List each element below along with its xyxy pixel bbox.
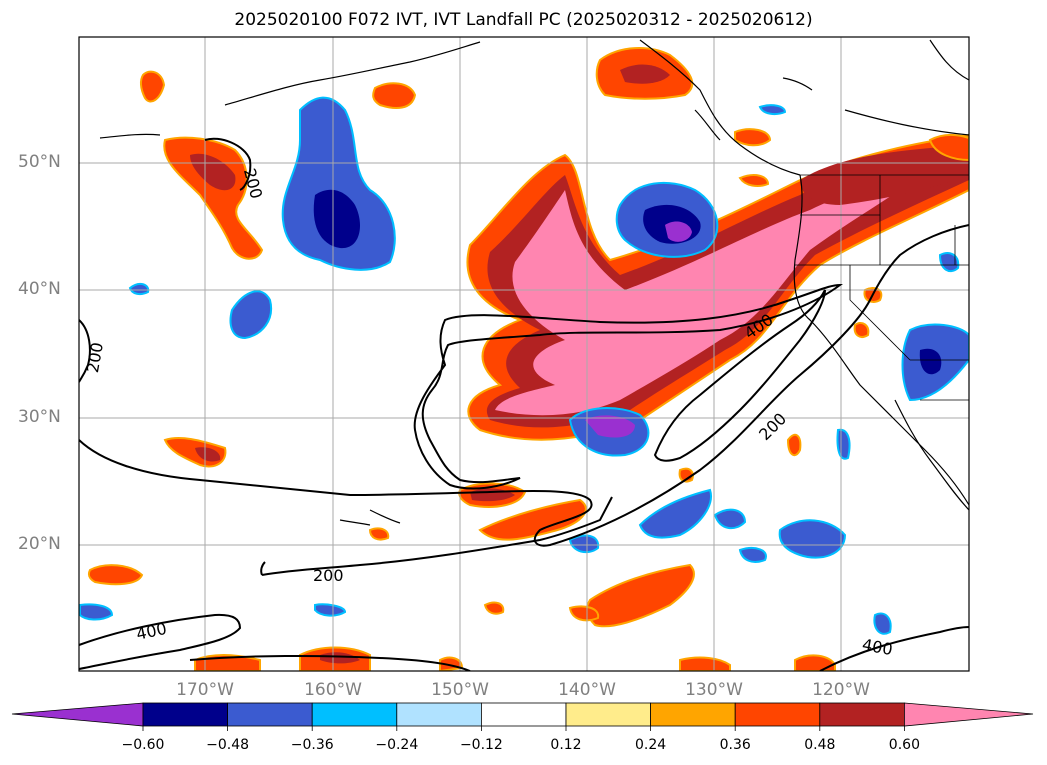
lat-label: 50°N [18, 152, 61, 172]
colorbar-segment [227, 702, 313, 727]
colorbar-tick-label: 0.12 [550, 737, 582, 753]
negative-blob-nw-outer [281, 96, 396, 271]
negative-blob-south-min [585, 415, 635, 438]
colorbar-tick-label: 0.60 [888, 737, 920, 753]
contour-400-southeast [819, 626, 969, 671]
lon-label: 150°W [431, 680, 489, 700]
contour-400-main [79, 224, 969, 547]
colorbar-segment [142, 702, 228, 727]
colorbar-tick-label: −0.60 [121, 737, 165, 753]
contour-label: 200 [83, 341, 107, 374]
contour-label: 200 [313, 566, 344, 585]
colorbar-tick-label: −0.24 [375, 737, 419, 753]
coastlines [99, 39, 969, 526]
colorbar-segment [819, 702, 905, 727]
colorbar-extend-right [904, 702, 1034, 727]
contour-label: 400 [135, 619, 169, 644]
lon-label: 130°W [685, 680, 743, 700]
contour-400-south [79, 613, 242, 670]
colorbar-tick-label: 0.24 [635, 737, 667, 753]
graticule [79, 37, 969, 671]
colorbar [11, 702, 1034, 731]
lon-label: 170°W [176, 680, 234, 700]
colorbar-segment [650, 702, 736, 727]
lon-label: 120°W [812, 680, 870, 700]
contour-400-south-inner [189, 654, 471, 671]
shaded-fields [79, 47, 969, 671]
contour-200-center [653, 289, 826, 462]
contour-200-nw [204, 137, 252, 191]
lon-label: 140°W [558, 680, 616, 700]
colorbar-tick-label: 0.36 [719, 737, 751, 753]
colorbar-tick-label: 0.48 [804, 737, 836, 753]
colorbar-tick-label: −0.36 [290, 737, 334, 753]
lat-label: 20°N [18, 534, 61, 554]
negative-blob-west [229, 290, 273, 340]
colorbar-tick-label: −0.48 [206, 737, 250, 753]
contour-200-south [261, 496, 613, 576]
contour-400-loop [413, 283, 844, 490]
map-title: 2025020100 F072 IVT, IVT Landfall PC (20… [234, 10, 813, 30]
colorbar-segment [311, 702, 398, 727]
positive-band-core [495, 188, 900, 416]
state-borders [795, 174, 969, 401]
colorbar-extend-left [11, 702, 144, 727]
colorbar-tick-label: −0.12 [459, 737, 503, 753]
lat-label: 40°N [18, 279, 61, 299]
colorbar-segment [480, 702, 567, 727]
colorbar-segment [734, 702, 821, 727]
positive-blob-nw [163, 136, 264, 260]
colorbar-segment [396, 702, 482, 727]
lon-label: 160°W [304, 680, 362, 700]
negative-blob-center-min [665, 221, 692, 242]
colorbar-segment [565, 702, 651, 727]
contour-label: 400 [861, 635, 894, 659]
lat-label: 30°N [18, 407, 61, 427]
map-frame [78, 36, 970, 672]
contour-200-west [79, 319, 91, 383]
negative-blob-nw-core [313, 189, 360, 249]
ivt-contours [79, 137, 969, 671]
